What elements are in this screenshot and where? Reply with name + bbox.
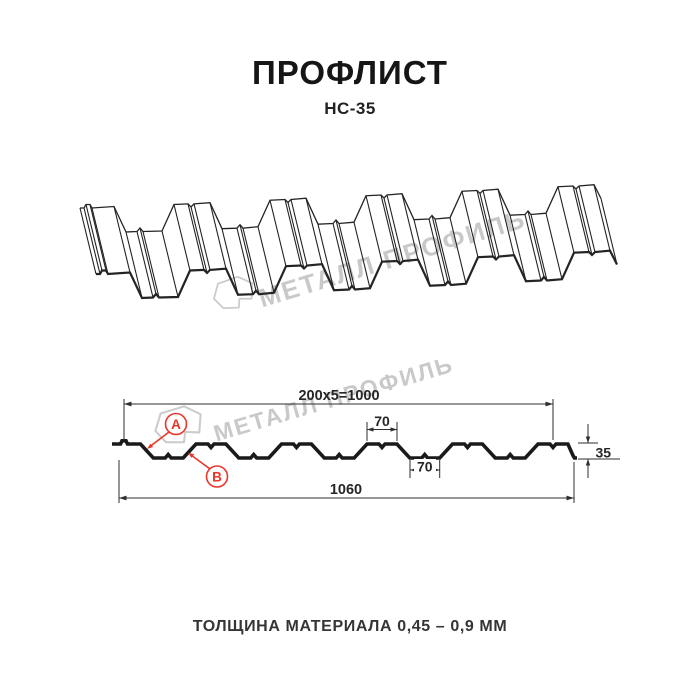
sheet-length-edge bbox=[593, 184, 611, 251]
sheet-length-edge bbox=[600, 198, 618, 265]
dimension-overall-width: 1060 bbox=[118, 460, 575, 503]
sheet-length-edge bbox=[557, 186, 575, 253]
sheet-length-edge bbox=[413, 219, 431, 286]
metall-profil-logo-icon bbox=[213, 275, 254, 310]
sheet-length-edge bbox=[335, 219, 353, 287]
sheet-length-edge bbox=[79, 207, 97, 275]
sheet-length-edge bbox=[161, 230, 179, 298]
dimension-crest-width: 70 bbox=[366, 413, 398, 441]
sheet-length-edge bbox=[91, 207, 109, 275]
sheet-length-edge bbox=[338, 223, 356, 290]
sheet-length-edge bbox=[431, 215, 449, 282]
dim-label-overall: 1060 bbox=[330, 482, 362, 498]
sheet-length-edge bbox=[236, 228, 254, 295]
sheet-length-edge bbox=[509, 215, 527, 282]
sheet-length-edge bbox=[479, 193, 497, 260]
footer-text: ТОЛЩИНА МАТЕРИАЛА 0,45 – 0,9 ММ bbox=[192, 618, 508, 635]
dimension-height: 35 bbox=[578, 424, 620, 478]
sheet-length-edge bbox=[428, 218, 446, 286]
sheet-length-edge bbox=[383, 197, 401, 265]
dim-label-module: 200x5=1000 bbox=[298, 388, 379, 404]
sheet-length-edge bbox=[317, 224, 335, 291]
sheet-length-edge bbox=[142, 231, 160, 298]
dimension-trough-width: 70 bbox=[409, 459, 441, 478]
dim-label-trough: 70 bbox=[417, 459, 433, 475]
sheet-length-edge bbox=[386, 194, 404, 262]
sheet-length-edge bbox=[353, 222, 371, 289]
sheet-length-edge bbox=[497, 189, 515, 256]
sheet-length-edge bbox=[139, 227, 157, 295]
sheet-length-edge bbox=[575, 188, 593, 256]
sheet-length-edge bbox=[527, 210, 545, 278]
callout-b-label: B bbox=[212, 469, 222, 484]
perspective-sheet-drawing bbox=[79, 184, 618, 300]
sheet-length-edge bbox=[401, 193, 419, 260]
sheet-length-edge bbox=[257, 226, 275, 293]
sheet-length-edge bbox=[449, 217, 467, 284]
page-title: ПРОФЛИСТ bbox=[252, 54, 448, 91]
cross-section-outline bbox=[112, 439, 577, 460]
sheet-length-edge bbox=[136, 231, 154, 298]
sheet-length-edge bbox=[242, 228, 260, 295]
sheet-length-edge bbox=[209, 202, 227, 269]
dim-label-crest: 70 bbox=[374, 413, 390, 429]
sheet-length-edge bbox=[572, 185, 590, 253]
sheet-back-edge bbox=[80, 184, 602, 233]
sheet-length-edge bbox=[530, 214, 548, 281]
dimension-module-width: 200x5=1000 bbox=[123, 388, 554, 440]
sheet-length-edge bbox=[380, 194, 398, 262]
sheet-length-edge bbox=[190, 206, 208, 274]
dim-label-height: 35 bbox=[596, 445, 612, 461]
sheet-length-edge bbox=[83, 207, 101, 275]
callout-a-label: A bbox=[171, 417, 181, 432]
callout-a: A bbox=[147, 412, 188, 449]
sheet-length-edge bbox=[284, 199, 302, 266]
sheet-length-edge bbox=[187, 203, 205, 271]
sheet-length-edge bbox=[269, 200, 287, 267]
sheet-length-edge bbox=[125, 231, 143, 299]
sheet-length-edge bbox=[332, 223, 350, 290]
sheet-length-edge bbox=[578, 185, 596, 253]
sheet-length-edge bbox=[290, 199, 308, 266]
sheet-length-edge bbox=[221, 228, 239, 295]
sheet-length-edge bbox=[482, 190, 500, 257]
sheet-length-edge bbox=[173, 204, 191, 271]
cross-section-profile bbox=[112, 439, 577, 460]
sheet-length-edge bbox=[287, 202, 305, 269]
sheet-front-edge bbox=[96, 249, 618, 300]
metall-profil-logo-icon bbox=[154, 405, 202, 444]
sheet-length-edge bbox=[461, 191, 479, 258]
sheet-length-edge bbox=[193, 203, 211, 271]
sheet-length-edge bbox=[476, 190, 494, 257]
sheet-length-edge bbox=[434, 218, 452, 286]
sheet-length-edge bbox=[365, 195, 383, 262]
sheet-length-edge bbox=[305, 198, 323, 265]
sheet-length-edge bbox=[524, 214, 542, 281]
sheet-length-edge bbox=[545, 213, 563, 280]
sheet-length-edge bbox=[113, 206, 131, 273]
sheet-length-edge bbox=[85, 204, 103, 271]
sheet-length-edge bbox=[89, 204, 107, 271]
callout-b: B bbox=[188, 452, 229, 488]
sheet-length-edge bbox=[239, 224, 257, 291]
page-subtitle: НС-35 bbox=[324, 99, 376, 118]
